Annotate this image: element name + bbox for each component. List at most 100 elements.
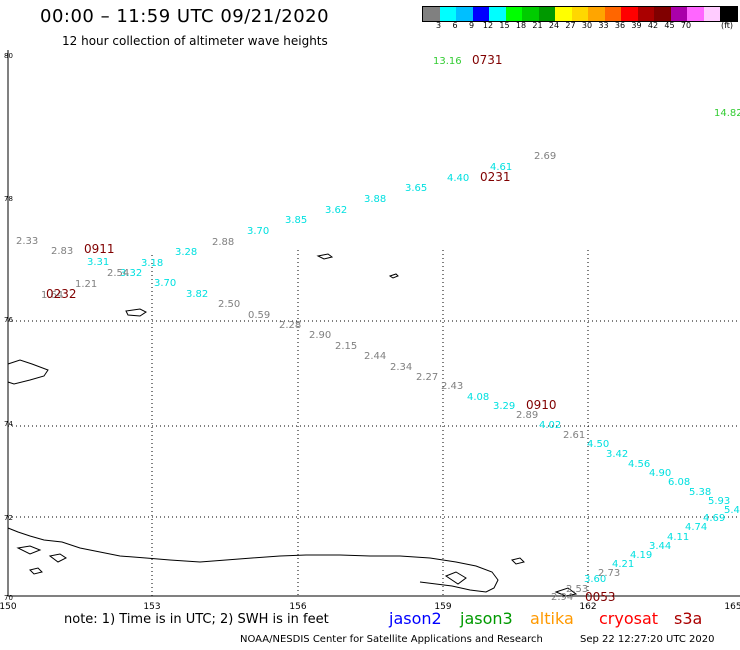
colorbar-label: 70 bbox=[680, 21, 692, 30]
colorbar-swatch bbox=[522, 7, 539, 21]
wave-height-label: 3.88 bbox=[364, 194, 386, 205]
time-label: 0911 bbox=[84, 242, 115, 256]
coast-fragment-5 bbox=[511, 557, 525, 565]
colorbar-swatch bbox=[621, 7, 638, 21]
colorbar-swatch bbox=[571, 7, 588, 21]
colorbar-label: 18 bbox=[515, 21, 527, 30]
units-note: note: 1) Time is in UTC; 2) SWH is in fe… bbox=[64, 612, 329, 627]
wave-height-label: 2.34 bbox=[390, 362, 412, 373]
legend-item: cryosat bbox=[599, 609, 659, 628]
colorbar-label: 12 bbox=[482, 21, 494, 30]
wave-height-label: 3.44 bbox=[649, 541, 671, 552]
wave-height-label: 2.90 bbox=[309, 330, 331, 341]
colorbar-label: 15 bbox=[499, 21, 510, 30]
wave-height-label: 3.70 bbox=[247, 226, 269, 237]
latitude-label: 76 bbox=[4, 316, 13, 324]
colorbar-label: 33 bbox=[598, 21, 609, 30]
wave-height-label: 4.11 bbox=[667, 532, 689, 543]
wave-height-label: 2.83 bbox=[51, 246, 73, 257]
time-label: 0231 bbox=[480, 170, 511, 184]
latitude-label: 78 bbox=[4, 195, 13, 203]
generation-timestamp: Sep 22 12:27:20 UTC 2020 bbox=[580, 634, 715, 645]
wave-height-label: 3.85 bbox=[285, 215, 307, 226]
colorbar-swatch bbox=[720, 7, 737, 21]
longitude-label: 159 bbox=[434, 602, 451, 612]
colorbar-label: 6 bbox=[452, 21, 458, 30]
wave-height-label: 4.61 bbox=[490, 162, 512, 173]
legend-item: altika bbox=[530, 609, 574, 628]
colorbar-swatch bbox=[423, 7, 440, 21]
colorbar-label: 27 bbox=[565, 21, 576, 30]
colorbar-swatch bbox=[604, 7, 621, 21]
colorbar-label: 42 bbox=[647, 21, 659, 30]
wave-height-label: 2.33 bbox=[16, 236, 38, 247]
colorbar-swatch bbox=[687, 7, 704, 21]
wave-height-label: 13.16 bbox=[433, 56, 462, 67]
wave-height-label: 4.21 bbox=[612, 559, 634, 570]
wave-height-label: 5.44 bbox=[724, 505, 740, 516]
wave-height-label: 3.62 bbox=[325, 205, 347, 216]
longitude-label: 150 bbox=[0, 602, 17, 612]
colorbar-swatch bbox=[588, 7, 605, 21]
island-west bbox=[7, 359, 49, 385]
colorbar-label: 24 bbox=[548, 21, 560, 30]
wave-height-label: 2.44 bbox=[364, 351, 386, 362]
colorbar-label: 30 bbox=[581, 21, 593, 30]
coast-fragment-6 bbox=[554, 587, 578, 597]
wave-height-label: 2.69 bbox=[534, 151, 556, 162]
wave-height-label: 2.15 bbox=[335, 341, 357, 352]
longitude-label: 162 bbox=[579, 602, 596, 612]
longitude-label: 156 bbox=[289, 602, 306, 612]
wave-height-label: 3.42 bbox=[606, 449, 628, 460]
wave-height-label: 0.59 bbox=[248, 310, 270, 321]
wave-height-label: 3.82 bbox=[186, 289, 208, 300]
wave-height-label: 3.29 bbox=[493, 401, 515, 412]
latitude-label: 70 bbox=[4, 594, 13, 602]
wave-height-label: 2.54 bbox=[107, 268, 129, 279]
wave-height-label: 3.31 bbox=[87, 257, 109, 268]
latitude-label: 72 bbox=[4, 514, 13, 522]
coast-fragment-4 bbox=[444, 571, 467, 585]
wave-height-label: 2.73 bbox=[598, 568, 620, 579]
colorbar-label: 21 bbox=[532, 21, 543, 30]
wave-height-label: 2.43 bbox=[441, 381, 463, 392]
island-small-3 bbox=[388, 273, 399, 279]
colorbar-swatch bbox=[670, 7, 687, 21]
map-subtitle: 12 hour collection of altimeter wave hei… bbox=[62, 34, 328, 48]
island-small-2 bbox=[316, 253, 334, 260]
legend-item: jason2 bbox=[389, 609, 442, 628]
wave-height-colorbar bbox=[422, 6, 738, 22]
wave-height-labels: 13.16 14.82 4.61 4.40 3.65 3.88 3.62 3.85 3.70 3.… bbox=[16, 53, 740, 604]
longitude-label: 153 bbox=[143, 602, 160, 612]
wave-height-label: 4.69 bbox=[703, 513, 725, 524]
colorbar-label: 39 bbox=[631, 21, 642, 30]
wave-height-label: 3.70 bbox=[154, 278, 176, 289]
colorbar-swatch bbox=[637, 7, 654, 21]
wave-height-label: 2.61 bbox=[563, 430, 585, 441]
colorbar-swatch bbox=[654, 7, 671, 21]
time-label: 0910 bbox=[526, 398, 557, 412]
time-label: 0731 bbox=[472, 53, 503, 67]
wave-height-label: 5.93 bbox=[708, 496, 730, 507]
latitude-label: 80 bbox=[4, 52, 13, 60]
colorbar-label: (ft) bbox=[720, 21, 734, 30]
wave-height-label: 6.08 bbox=[668, 477, 690, 488]
map-title: 00:00 – 11:59 UTC 09/21/2020 bbox=[40, 6, 330, 27]
wave-height-label: 2.94 bbox=[551, 592, 573, 603]
wave-height-label: 3.60 bbox=[584, 574, 606, 585]
colorbar-swatch bbox=[472, 7, 489, 21]
wave-height-label: 14.82 bbox=[714, 108, 740, 119]
coastline bbox=[7, 253, 578, 597]
graticule bbox=[8, 250, 740, 596]
legend-item: s3a bbox=[674, 609, 703, 628]
colorbar-label: 36 bbox=[614, 21, 626, 30]
wave-height-label: 5.38 bbox=[689, 487, 711, 498]
wave-height-label: 4.56 bbox=[628, 459, 650, 470]
time-label: 0053 bbox=[585, 590, 616, 604]
coast-fragment-1 bbox=[16, 545, 42, 555]
wave-height-label: 4.02 bbox=[539, 420, 561, 431]
colorbar-swatch bbox=[505, 7, 522, 21]
colorbar-labels: 3 6 9 12 15 18 21 24 27 30 33 36 39 42 45 70 (ft) bbox=[422, 21, 740, 33]
coast-fragment-3 bbox=[29, 567, 43, 575]
